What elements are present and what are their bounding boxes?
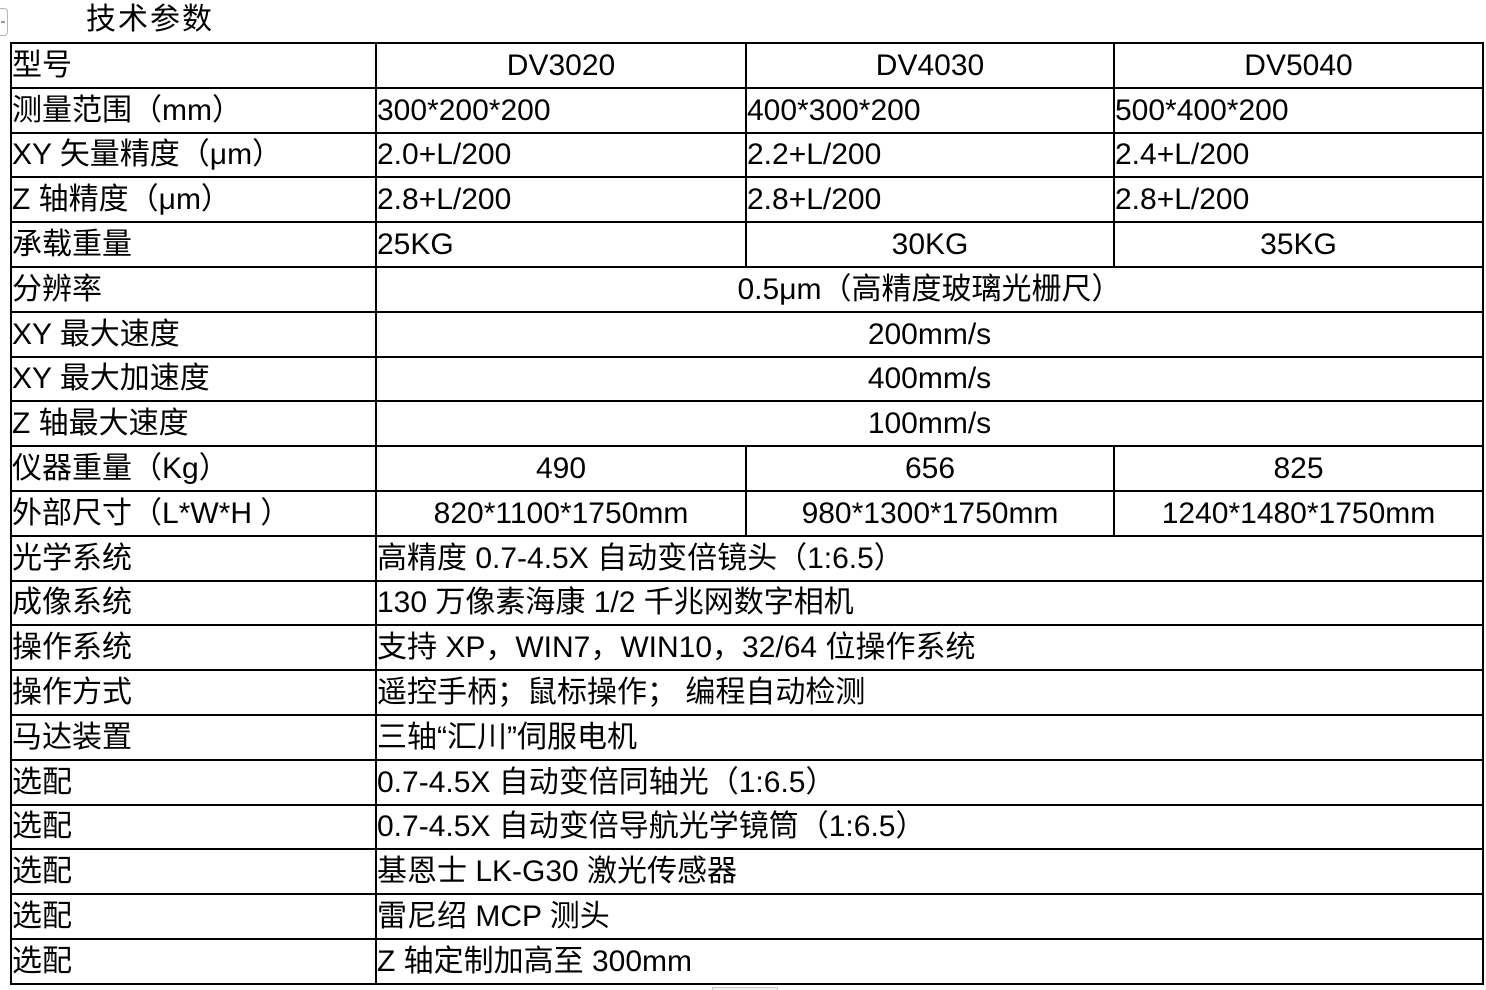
cell-merged-value: 0.7-4.5X 自动变倍导航光学镜筒（1:6.5）	[375, 803, 1484, 851]
cell-value: 1240*1480*1750mm	[1113, 489, 1484, 537]
table-row-resolution: 分辨率 0.5μm（高精度玻璃光栅尺）	[10, 265, 1484, 313]
row-label: Z 轴精度（μm）	[10, 176, 377, 224]
table-row-operation-mode: 操作方式 遥控手柄；鼠标操作； 编程自动检测	[10, 669, 1484, 716]
cell-value: 980*1300*1750mm	[745, 489, 1115, 537]
cell-value: 300*200*200	[375, 86, 747, 134]
table-row-xy-max-speed: XY 最大速度 200mm/s	[10, 310, 1484, 358]
row-label: 承载重量	[10, 221, 377, 268]
cell-merged-value: 100mm/s	[375, 400, 1484, 448]
cell-merged-value: Z 轴定制加高至 300mm	[375, 937, 1484, 986]
row-label: 选配	[10, 937, 377, 986]
cell-value: 825	[1113, 445, 1484, 492]
cell-value: 2.4+L/200	[1113, 131, 1484, 179]
bottom-partial-handle	[712, 987, 778, 990]
table-row-z-accuracy: Z 轴精度（μm） 2.8+L/200 2.8+L/200 2.8+L/200	[10, 176, 1484, 224]
cell-merged-value: 支持 XP，WIN7，WIN10，32/64 位操作系统	[375, 624, 1484, 672]
cell-merged-value: 400mm/s	[375, 355, 1484, 403]
cell-merged-value: 高精度 0.7-4.5X 自动变倍镜头（1:6.5）	[375, 534, 1484, 582]
page-title: 技术参数	[86, 3, 214, 36]
cell-value: 656	[745, 445, 1115, 492]
table-row-operating-system: 操作系统 支持 XP，WIN7，WIN10，32/64 位操作系统	[10, 624, 1484, 672]
row-label: 选配	[10, 893, 377, 940]
cell-dv3020: DV3020	[375, 42, 747, 89]
row-label: 外部尺寸（L*W*H ）	[10, 489, 377, 537]
table-row-option-4: 选配 雷尼绍 MCP 测头	[10, 893, 1484, 940]
row-label: 成像系统	[10, 579, 377, 627]
spec-table: 型号 DV3020 DV4030 DV5040 测量范围（mm） 300*200…	[10, 42, 1484, 986]
cell-value: 2.8+L/200	[745, 176, 1115, 224]
cell-merged-value: 基恩士 LK-G30 激光传感器	[375, 848, 1484, 896]
cell-merged-value: 0.7-4.5X 自动变倍同轴光（1:6.5）	[375, 758, 1484, 806]
table-row-option-5: 选配 Z 轴定制加高至 300mm	[10, 937, 1484, 986]
table-row-model: 型号 DV3020 DV4030 DV5040	[10, 42, 1484, 89]
table-row-option-1: 选配 0.7-4.5X 自动变倍同轴光（1:6.5）	[10, 758, 1484, 806]
row-label: 型号	[10, 42, 377, 89]
row-label: 选配	[10, 758, 377, 806]
cell-value: 400*300*200	[745, 86, 1115, 134]
cell-value: 2.8+L/200	[375, 176, 747, 224]
cell-value: 2.0+L/200	[375, 131, 747, 179]
cell-value: 490	[375, 445, 747, 492]
cell-value: 30KG	[745, 221, 1115, 268]
table-row-xy-max-accel: XY 最大加速度 400mm/s	[10, 355, 1484, 403]
table-row-option-3: 选配 基恩士 LK-G30 激光传感器	[10, 848, 1484, 896]
row-label: 分辨率	[10, 265, 377, 313]
cell-merged-value: 0.5μm（高精度玻璃光栅尺）	[375, 265, 1484, 313]
cell-value: 500*400*200	[1113, 86, 1484, 134]
row-label: 光学系统	[10, 534, 377, 582]
row-label: 测量范围（mm）	[10, 86, 377, 134]
table-row-measuring-range: 测量范围（mm） 300*200*200 400*300*200 500*400…	[10, 86, 1484, 134]
cell-merged-value: 雷尼绍 MCP 测头	[375, 893, 1484, 940]
row-label: XY 最大速度	[10, 310, 377, 358]
table-row-outer-dimensions: 外部尺寸（L*W*H ） 820*1100*1750mm 980*1300*17…	[10, 489, 1484, 537]
row-label: 选配	[10, 803, 377, 851]
cell-dv5040: DV5040	[1113, 42, 1484, 89]
cell-merged-value: 遥控手柄；鼠标操作； 编程自动检测	[375, 669, 1484, 716]
cell-dv4030: DV4030	[745, 42, 1115, 89]
row-label: XY 最大加速度	[10, 355, 377, 403]
cell-value: 25KG	[375, 221, 747, 268]
row-label: 选配	[10, 848, 377, 896]
table-row-xy-accuracy: XY 矢量精度（μm） 2.0+L/200 2.2+L/200 2.4+L/20…	[10, 131, 1484, 179]
cell-value: 820*1100*1750mm	[375, 489, 747, 537]
row-label: 操作方式	[10, 669, 377, 716]
table-row-imaging-system: 成像系统 130 万像素海康 1/2 千兆网数字相机	[10, 579, 1484, 627]
row-label: Z 轴最大速度	[10, 400, 377, 448]
cell-value: 2.8+L/200	[1113, 176, 1484, 224]
table-row-z-max-speed: Z 轴最大速度 100mm/s	[10, 400, 1484, 448]
table-row-load-weight: 承载重量 25KG 30KG 35KG	[10, 221, 1484, 268]
table-row-optical-system: 光学系统 高精度 0.7-4.5X 自动变倍镜头（1:6.5）	[10, 534, 1484, 582]
dash-icon	[1, 21, 5, 23]
row-label: 马达装置	[10, 713, 377, 761]
cell-value: 2.2+L/200	[745, 131, 1115, 179]
table-row-motor-device: 马达装置 三轴“汇川”伺服电机	[10, 713, 1484, 761]
row-label: XY 矢量精度（μm）	[10, 131, 377, 179]
cell-merged-value: 200mm/s	[375, 310, 1484, 358]
cell-merged-value: 130 万像素海康 1/2 千兆网数字相机	[375, 579, 1484, 627]
cell-merged-value: 三轴“汇川”伺服电机	[375, 713, 1484, 761]
table-row-instrument-weight: 仪器重量（Kg） 490 656 825	[10, 445, 1484, 492]
left-edge-partial-control	[0, 8, 8, 36]
table-row-option-2: 选配 0.7-4.5X 自动变倍导航光学镜筒（1:6.5）	[10, 803, 1484, 851]
row-label: 仪器重量（Kg）	[10, 445, 377, 492]
cell-value: 35KG	[1113, 221, 1484, 268]
row-label: 操作系统	[10, 624, 377, 672]
